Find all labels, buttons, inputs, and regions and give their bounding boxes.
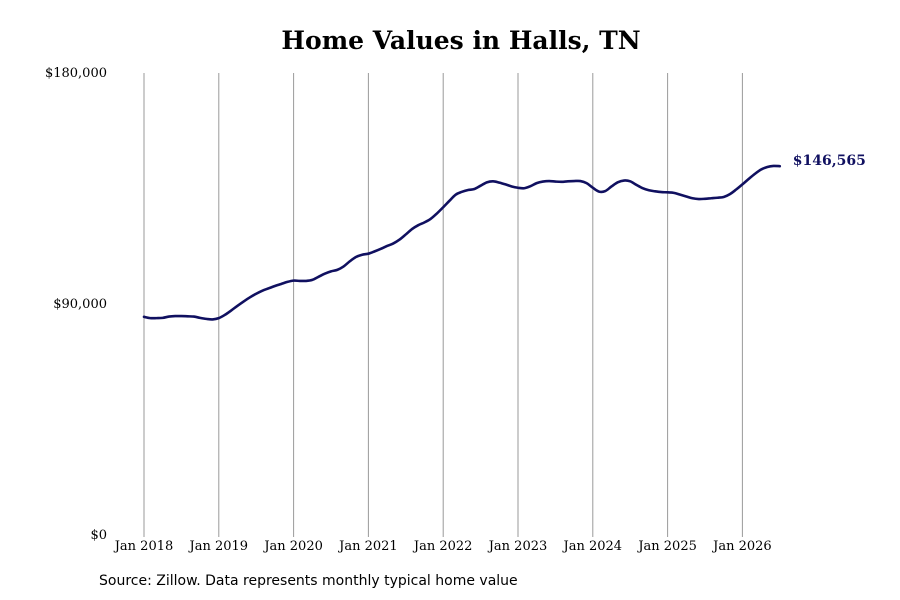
- chart-title: Home Values in Halls, TN: [281, 26, 641, 55]
- x-tick-label: Jan 2024: [562, 539, 623, 554]
- y-tick-label: $90,000: [53, 297, 107, 312]
- x-tick-label: Jan 2021: [337, 539, 398, 554]
- x-tick-label: Jan 2025: [636, 539, 697, 554]
- x-tick-label: Jan 2018: [113, 539, 174, 554]
- x-tick-label: Jan 2022: [412, 539, 473, 554]
- y-tick-label: $180,000: [45, 66, 107, 81]
- x-tick-label: Jan 2020: [262, 539, 323, 554]
- x-axis-ticks: Jan 2018 Jan 2019 Jan 2020 Jan 2021 Jan 2022…: [113, 539, 772, 554]
- x-tick-label: Jan 2023: [487, 539, 548, 554]
- x-tick-label: Jan 2026: [711, 539, 772, 554]
- home-value-series-line: [142, 164, 782, 321]
- latest-value-label: $146,565: [793, 153, 866, 169]
- x-tick-label: Jan 2019: [188, 539, 249, 554]
- y-tick-label: $0: [90, 528, 107, 543]
- source-note: Source: Zillow. Data represents monthly …: [99, 573, 518, 589]
- y-axis-ticks: $0 $90,000 $180,000: [45, 66, 107, 543]
- gridlines: [143, 73, 743, 537]
